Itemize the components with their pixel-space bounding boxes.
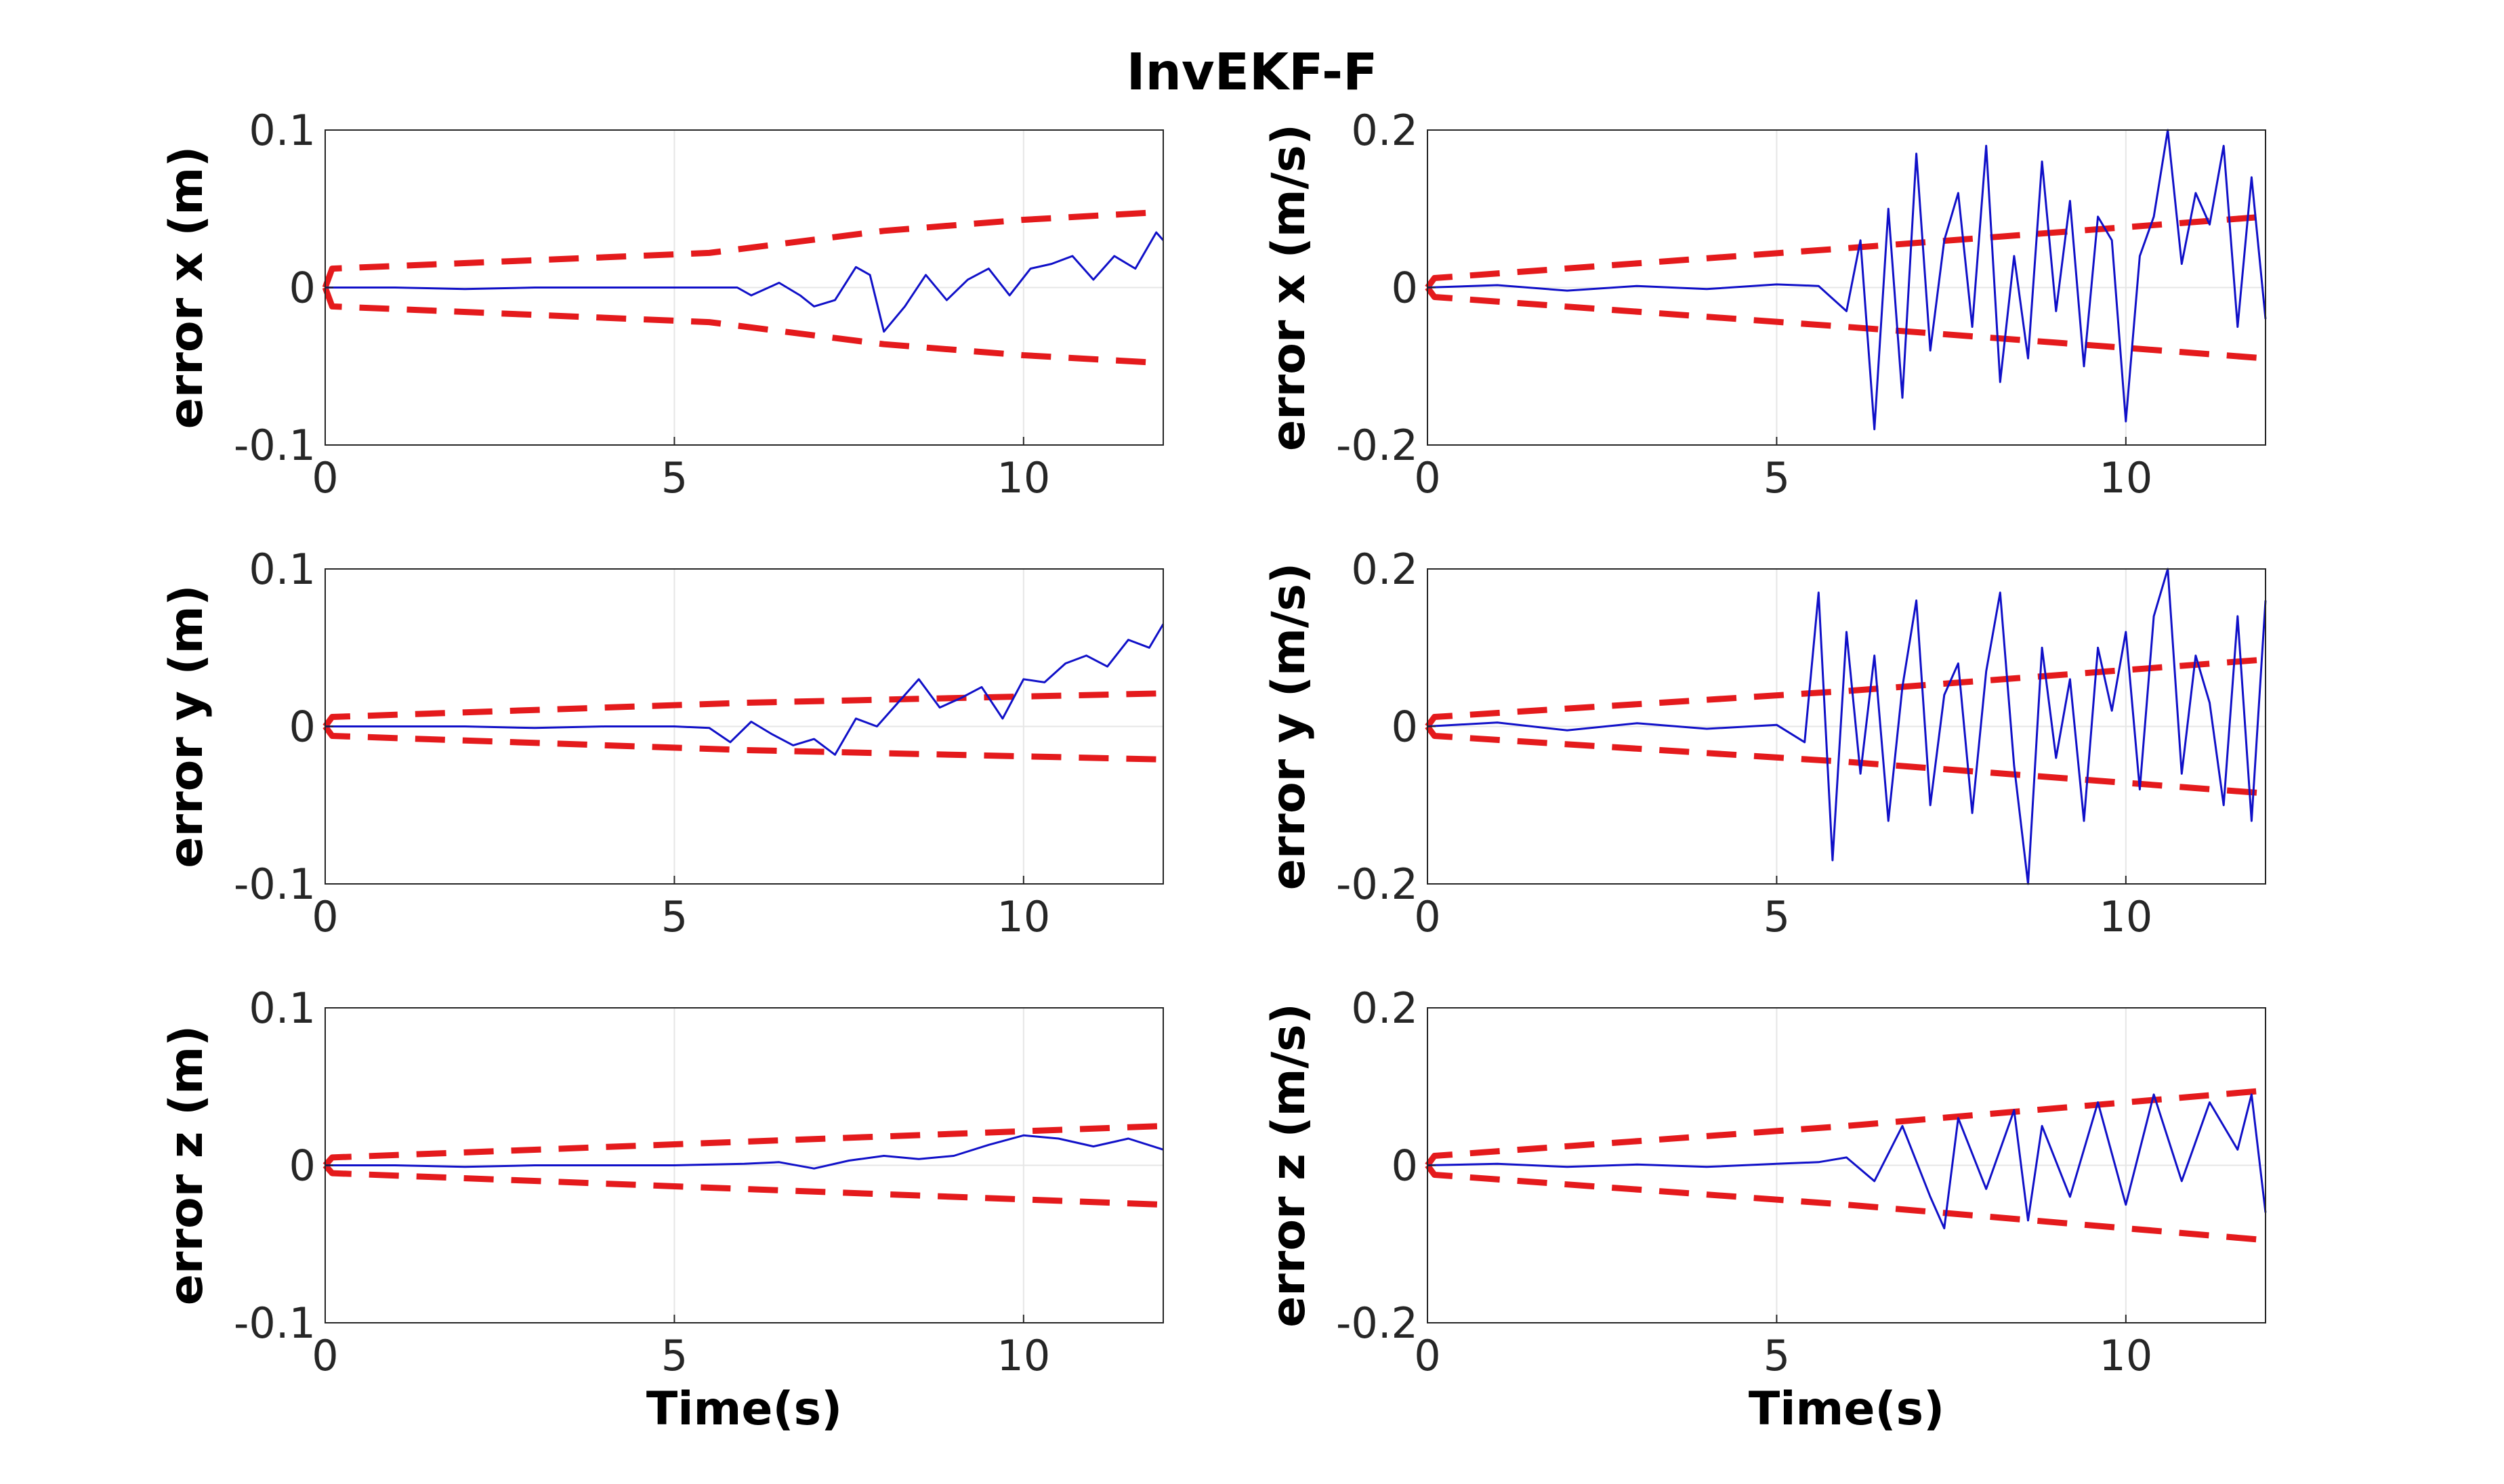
x-tick-label: 10 <box>997 892 1050 941</box>
x-tick-label: 5 <box>661 1331 688 1380</box>
x-tick-label: 5 <box>1764 453 1790 503</box>
x-axis-label: Time(s) <box>1749 1382 1944 1436</box>
x-tick-label: 0 <box>1414 892 1440 941</box>
y-tick-label: 0.1 <box>249 106 316 155</box>
x-tick-label: 5 <box>661 892 688 941</box>
series-line-upper-bound <box>322 1122 1164 1168</box>
series-line-lower-bound <box>1425 285 2266 362</box>
series-line-lower-bound <box>1425 724 2266 797</box>
y-tick-label: -0.1 <box>234 421 316 470</box>
series-line-lower-bound <box>322 286 1164 366</box>
x-tick-label: 0 <box>1414 453 1440 503</box>
y-tick-label: 0.2 <box>1351 545 1418 594</box>
x-tick-label: 0 <box>312 892 338 941</box>
x-tick-label: 10 <box>997 1331 1050 1380</box>
y-axis-label: error x (m) <box>160 146 213 429</box>
series-line-error <box>325 623 1165 756</box>
series-line-lower-bound <box>1425 1163 2266 1244</box>
y-tick-label: 0.1 <box>249 545 316 594</box>
y-axis-label: error y (m/s) <box>1262 563 1316 890</box>
y-axis-label: error y (m) <box>160 585 213 868</box>
x-tick-label: 10 <box>2099 892 2152 941</box>
figure-title: InvEKF-F <box>1127 42 1378 102</box>
x-tick-label: 5 <box>1764 892 1790 941</box>
y-tick-label: -0.2 <box>1336 1298 1418 1348</box>
y-tick-label: 0 <box>289 263 316 313</box>
series-line-lower-bound <box>322 1163 1164 1208</box>
y-tick-label: 0 <box>289 1141 316 1191</box>
y-axis-label: error x (m/s) <box>1262 124 1316 451</box>
y-tick-label: 0.2 <box>1351 106 1418 155</box>
x-axis-label: Time(s) <box>646 1382 842 1436</box>
series-line-upper-bound <box>1425 213 2266 290</box>
series-line-error <box>1427 1093 2267 1229</box>
series-line-error <box>1427 568 2267 885</box>
x-tick-label: 0 <box>312 1331 338 1380</box>
series-line-upper-bound <box>1425 1087 2266 1168</box>
x-tick-label: 5 <box>1764 1331 1790 1380</box>
series-line-upper-bound <box>322 690 1164 729</box>
series-line-upper-bound <box>1425 656 2266 729</box>
y-tick-label: 0 <box>289 702 316 752</box>
series-line-lower-bound <box>322 724 1164 763</box>
x-tick-label: 10 <box>997 453 1050 503</box>
y-tick-label: 0.2 <box>1351 983 1418 1033</box>
x-tick-label: 0 <box>1414 1331 1440 1380</box>
y-tick-label: 0 <box>1392 1141 1418 1191</box>
y-axis-label: error z (m) <box>160 1025 213 1305</box>
x-tick-label: 0 <box>312 453 338 503</box>
y-tick-label: 0 <box>1392 263 1418 313</box>
series-line-error <box>1427 129 2267 431</box>
series-line-error <box>325 231 1165 333</box>
series-line-error <box>325 1134 1164 1170</box>
y-tick-label: -0.1 <box>234 1298 316 1348</box>
x-tick-label: 10 <box>2099 1331 2152 1380</box>
x-tick-label: 5 <box>661 453 688 503</box>
y-tick-label: 0 <box>1392 702 1418 752</box>
series-line-upper-bound <box>322 209 1164 289</box>
y-tick-label: -0.2 <box>1336 860 1418 909</box>
x-tick-label: 10 <box>2099 453 2152 503</box>
y-tick-label: -0.1 <box>234 860 316 909</box>
y-tick-label: 0.1 <box>249 983 316 1033</box>
y-axis-label: error z (m/s) <box>1262 1003 1316 1328</box>
y-tick-label: -0.2 <box>1336 421 1418 470</box>
